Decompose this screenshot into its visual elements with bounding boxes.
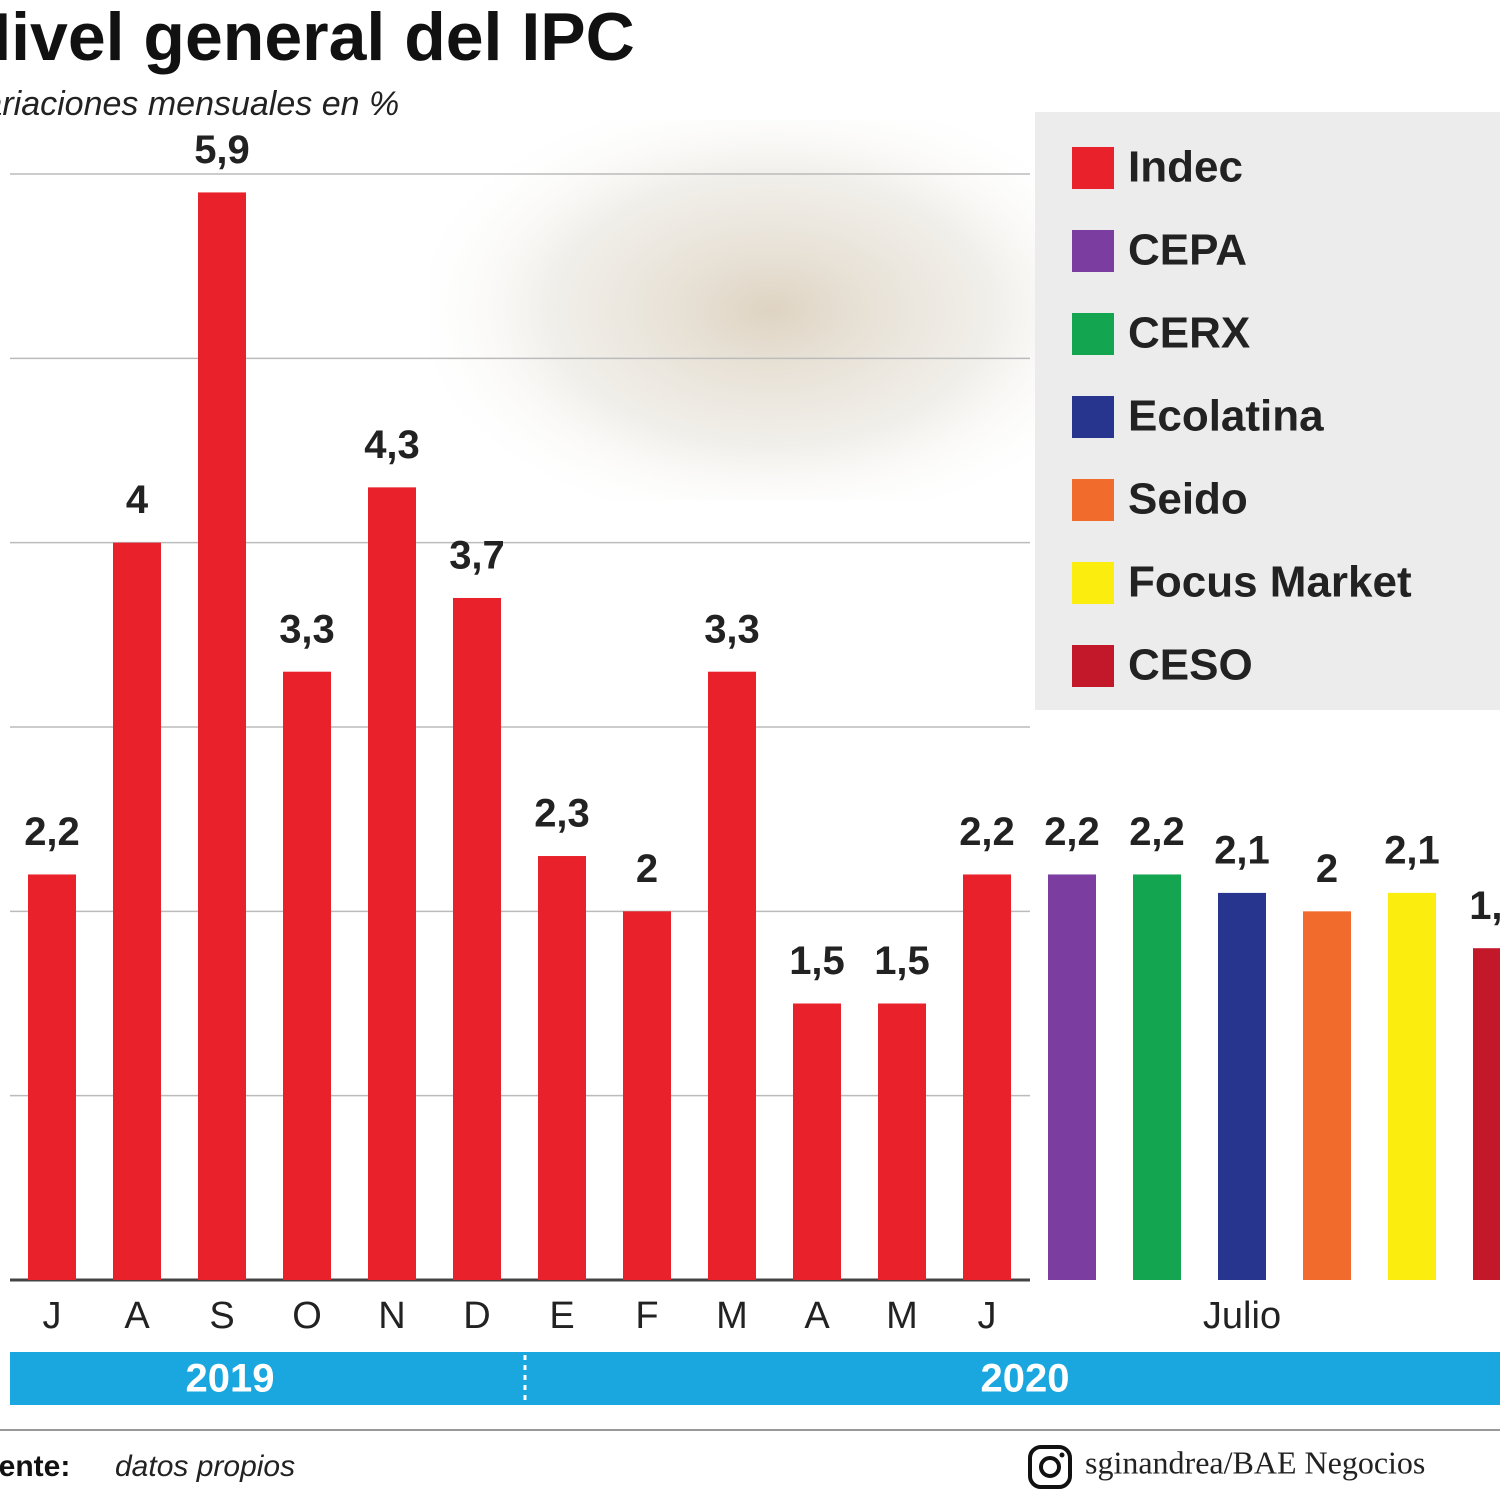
- bar: [1048, 874, 1096, 1280]
- x-tick-label: M: [716, 1295, 748, 1337]
- value-label: 2,1: [1384, 828, 1440, 872]
- x-tick-label: J: [43, 1295, 62, 1337]
- year-label: 2020: [981, 1357, 1070, 1401]
- value-label: 4,3: [364, 423, 420, 467]
- x-tick-label: Julio: [1203, 1295, 1281, 1337]
- bar: [878, 1003, 926, 1280]
- value-label: 3,7: [449, 534, 505, 578]
- value-label: 2,2: [1129, 810, 1185, 854]
- year-label: 2019: [186, 1357, 275, 1401]
- background-photo: [430, 120, 1050, 500]
- legend-swatch: [1072, 147, 1114, 189]
- x-tick-label: E: [549, 1295, 574, 1337]
- value-label: 2,3: [534, 792, 590, 836]
- x-tick-label: S: [209, 1295, 234, 1337]
- x-tick-label: N: [378, 1295, 405, 1337]
- bar: [368, 487, 416, 1280]
- value-label: 1,5: [874, 939, 930, 983]
- value-label: 1,5: [789, 939, 845, 983]
- credit: sginandrea/BAE Negocios: [1085, 1444, 1425, 1480]
- legend-swatch: [1072, 479, 1114, 521]
- value-label: 2,2: [1044, 810, 1100, 854]
- chart-subtitle: Variaciones mensuales en %: [0, 85, 399, 123]
- chart-title: Nivel general del IPC: [0, 0, 635, 75]
- bar: [538, 856, 586, 1280]
- bar: [113, 542, 161, 1280]
- value-label: 4: [126, 478, 149, 522]
- x-tick-label: D: [463, 1295, 490, 1337]
- bar: [1133, 874, 1181, 1280]
- bar: [1303, 911, 1351, 1280]
- legend-label: Indec: [1128, 143, 1243, 192]
- legend-label: Focus Market: [1128, 558, 1412, 607]
- legend-swatch: [1072, 562, 1114, 604]
- legend-label: CESO: [1128, 641, 1253, 690]
- legend-swatch: [1072, 645, 1114, 687]
- legend-swatch: [1072, 313, 1114, 355]
- source-label: Fuente:: [0, 1450, 70, 1483]
- bar: [453, 597, 501, 1280]
- x-tick-label: A: [804, 1295, 830, 1337]
- year-band: [10, 1352, 1500, 1405]
- legend-label: Ecolatina: [1128, 392, 1324, 441]
- x-tick-label: J: [978, 1295, 997, 1337]
- value-label: 2,2: [24, 810, 80, 854]
- bar: [28, 874, 76, 1280]
- value-label: 3,3: [704, 607, 760, 651]
- value-label: 2: [1316, 847, 1338, 891]
- legend-swatch: [1072, 230, 1114, 272]
- legend-label: CERX: [1128, 309, 1250, 358]
- x-tick-label: F: [635, 1295, 658, 1337]
- bar: [283, 671, 331, 1280]
- value-label: 1,8: [1469, 884, 1500, 928]
- legend-label: Seido: [1128, 475, 1248, 524]
- x-tick-label: M: [886, 1295, 918, 1337]
- legend-label: CEPA: [1128, 226, 1247, 275]
- instagram-icon: [1028, 1445, 1072, 1489]
- bar: [1473, 948, 1500, 1280]
- value-label: 2,2: [959, 810, 1015, 854]
- bar: [793, 1003, 841, 1280]
- source: datos propios: [115, 1450, 295, 1483]
- bar: [963, 874, 1011, 1280]
- x-tick-label: O: [292, 1295, 322, 1337]
- bar: [1388, 892, 1436, 1280]
- legend-swatch: [1072, 396, 1114, 438]
- bar: [198, 192, 246, 1280]
- x-tick-label: A: [124, 1295, 150, 1337]
- value-label: 2: [636, 847, 658, 891]
- bar: [623, 911, 671, 1280]
- value-label: 3,3: [279, 607, 335, 651]
- bar: [708, 671, 756, 1280]
- value-label: 2,1: [1214, 828, 1270, 872]
- bar: [1218, 892, 1266, 1280]
- value-label: 5,9: [194, 128, 250, 172]
